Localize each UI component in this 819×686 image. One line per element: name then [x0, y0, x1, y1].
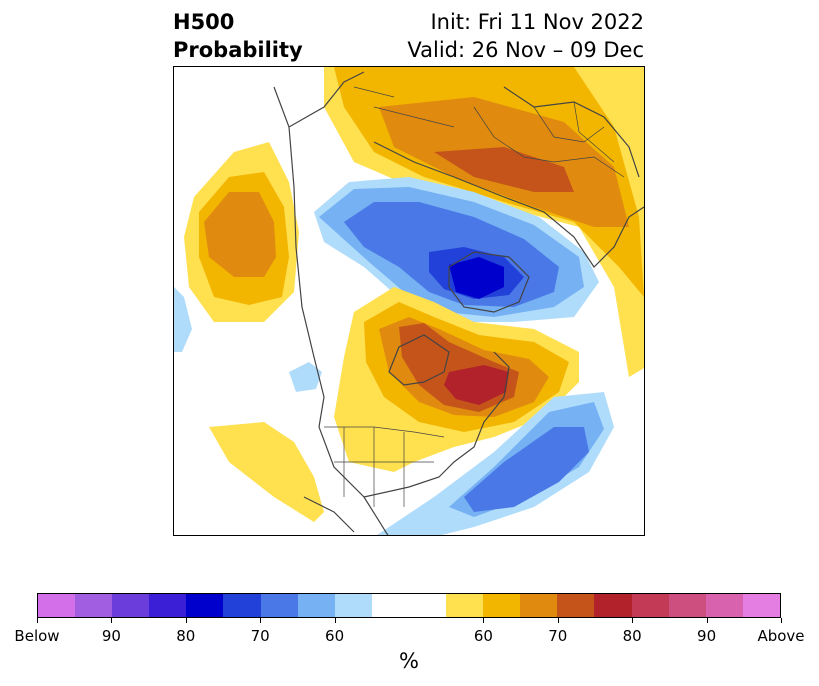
colorbar-segment [297, 594, 335, 617]
colorbar-tick-mark [334, 618, 336, 623]
border-europe-1 [533, 101, 615, 163]
colorbar-tick-mark [111, 618, 113, 623]
colorbar-tick-mark [781, 618, 782, 623]
colorbar-tick-label: 70 [250, 627, 270, 645]
colorbar-tick-label: Above [757, 627, 805, 645]
colorbar-tick-mark [557, 618, 559, 623]
colorbar-tick-label: 90 [101, 627, 121, 645]
anomaly-arctic-below [314, 177, 599, 322]
colorbar-segment [483, 594, 521, 617]
colorbar-segment [631, 594, 669, 617]
anomaly-west-us-above [209, 422, 324, 522]
colorbar-segment [371, 594, 409, 617]
chart-title-left: H500 Probability [173, 8, 303, 64]
anomaly-canada-above [334, 287, 579, 472]
coastline-east-na [363, 351, 510, 498]
anomaly-arctic-90 [449, 257, 504, 299]
colorbar-segment [557, 594, 595, 617]
colorbar [37, 593, 781, 618]
coastline-europe [503, 86, 640, 178]
colorbar-tick-mark [706, 618, 708, 623]
colorbar-segment [38, 594, 76, 617]
colorbar-tick-label: 60 [473, 627, 493, 645]
colorbar-segment [223, 594, 261, 617]
anomaly-pacific-nw-below [289, 362, 322, 392]
colorbar-segment [446, 594, 484, 617]
anomaly-europe-above [324, 67, 644, 377]
variable-label: H500 [173, 10, 235, 34]
colorbar-segment [705, 594, 743, 617]
colorbar-tick-mark [632, 618, 634, 623]
anomaly-canada-85 [444, 365, 509, 405]
coastline-mexico [303, 496, 355, 533]
coastline-eurasia [373, 141, 644, 268]
valid-label: Valid: 26 Nov – 09 Dec [407, 38, 644, 62]
border-asia [353, 86, 455, 128]
border-russia [473, 106, 625, 178]
colorbar-segment [668, 594, 706, 617]
colorbar-segment [742, 594, 780, 617]
anomaly-europe-75 [434, 147, 574, 192]
colorbar-unit-label: % [399, 649, 419, 673]
probability-map [173, 66, 645, 536]
colorbar-segment [75, 594, 113, 617]
colorbar-segment [594, 594, 632, 617]
colorbar-segment [520, 594, 558, 617]
colorbar-tick-mark [483, 618, 485, 623]
anomaly-atlantic-below [377, 392, 614, 535]
map-svg [174, 67, 644, 535]
product-label: Probability [173, 38, 303, 62]
colorbar-tick-label: 80 [622, 627, 642, 645]
borders [324, 86, 625, 507]
colorbar-tick-label: 70 [548, 627, 568, 645]
colorbar-tick-mark [185, 618, 187, 623]
border-states-1 [334, 427, 434, 507]
coastline-alaska [288, 71, 365, 128]
colorbar-tick-label: 60 [325, 627, 345, 645]
init-label: Init: Fri 11 Nov 2022 [430, 10, 644, 34]
colorbar-tick-label: 80 [176, 627, 196, 645]
colorbar-segment [149, 594, 187, 617]
colorbar-tick-mark [260, 618, 262, 623]
colorbar-segment [260, 594, 298, 617]
colorbar-segment [408, 594, 447, 617]
chart-title-right: Init: Fri 11 Nov 2022 Valid: 26 Nov – 09… [407, 8, 644, 64]
coastline-hudson-bay [388, 334, 450, 386]
anomaly-far-left-below [174, 287, 192, 352]
border-us-canada [324, 426, 445, 438]
coastline-greenland [448, 251, 530, 313]
colorbar-segment [112, 594, 150, 617]
colorbar-tick-mark [37, 618, 38, 623]
colorbar-tick-label: Below [14, 627, 60, 645]
anomaly-atlantic-70 [464, 427, 589, 512]
anomaly-pacific-70 [204, 192, 276, 277]
colorbar-segment [334, 594, 372, 617]
colorbar-segment [186, 594, 224, 617]
anomaly-pacific-above [184, 142, 299, 322]
colorbar-tick-label: 90 [697, 627, 717, 645]
